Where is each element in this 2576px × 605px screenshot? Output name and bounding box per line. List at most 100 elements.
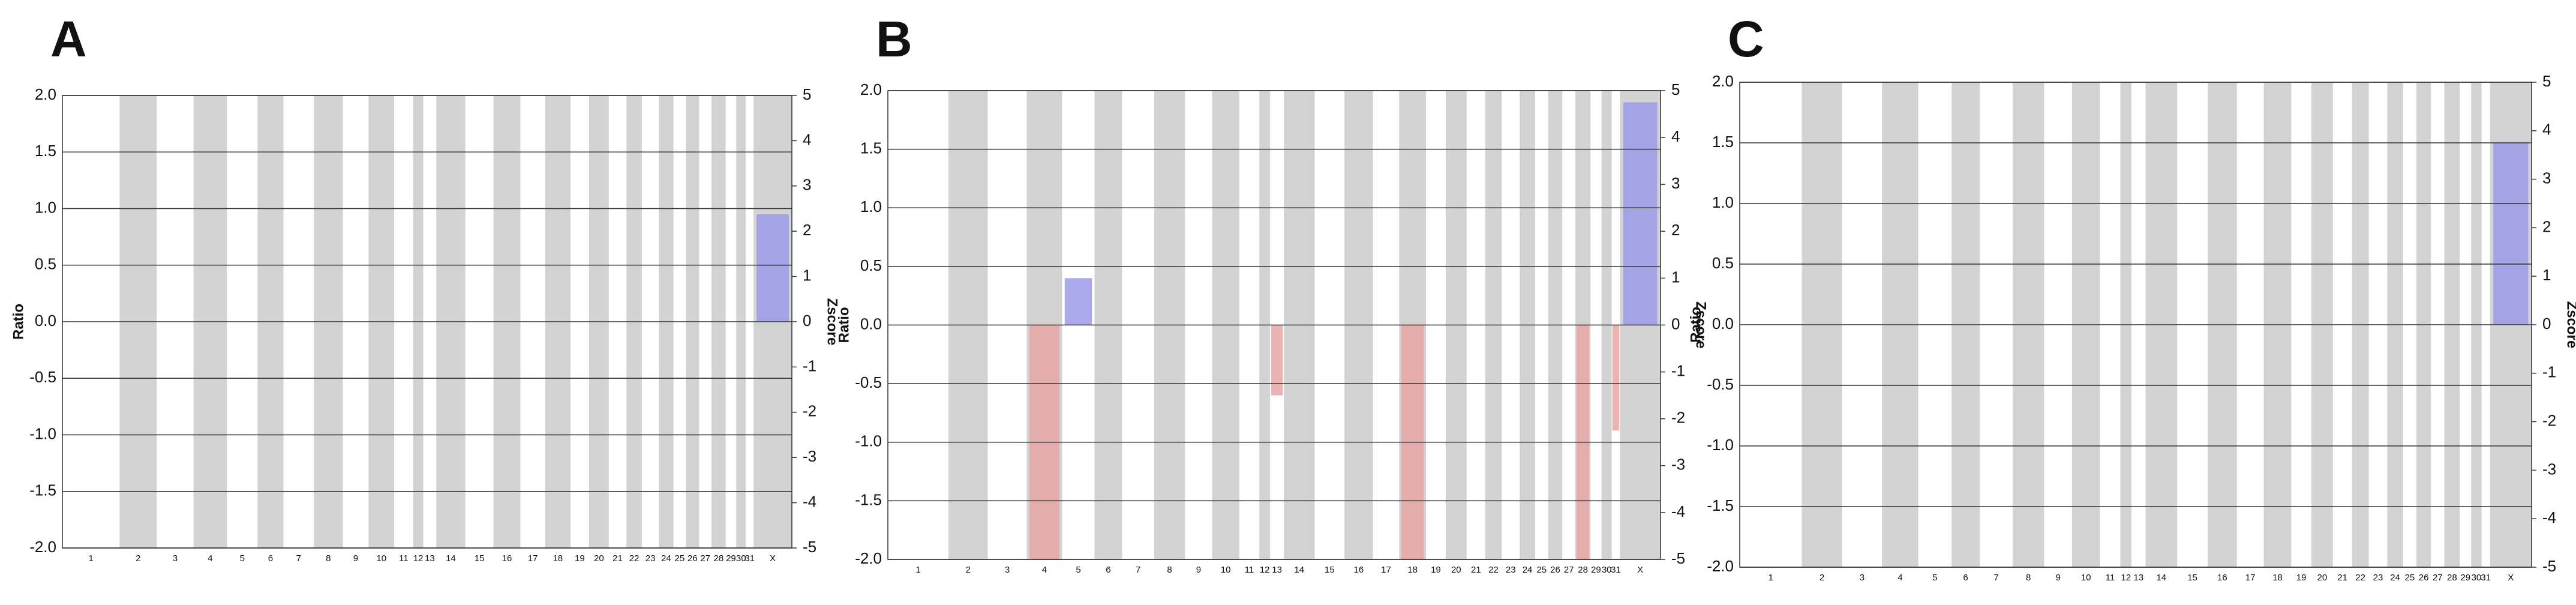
chromosome-label: 12 bbox=[1260, 565, 1270, 575]
chromosome-label: 16 bbox=[2217, 573, 2227, 583]
y-tick-label: 1.5 bbox=[35, 142, 56, 160]
chromosome-label: 7 bbox=[1136, 565, 1140, 575]
chromosome-label: 15 bbox=[2187, 573, 2197, 583]
chromosome-label: 8 bbox=[326, 553, 331, 564]
chromosome-label: 26 bbox=[687, 553, 698, 564]
chromosome-label: 17 bbox=[528, 553, 538, 564]
segment bbox=[1612, 325, 1620, 431]
y2-tick-label: 2 bbox=[2542, 217, 2551, 235]
chromosome-label: 13 bbox=[2133, 573, 2143, 583]
chromosome-label: X bbox=[770, 553, 776, 564]
chromosome-label: 10 bbox=[376, 553, 386, 564]
chromosome-label: 11 bbox=[2106, 573, 2115, 583]
plot-frame bbox=[1739, 82, 2532, 568]
chromosome-label: 10 bbox=[2081, 573, 2091, 583]
chromosome-label: 31 bbox=[2481, 573, 2491, 583]
y2-tick-label: 0 bbox=[803, 312, 811, 330]
chromosome-label: 13 bbox=[1272, 565, 1282, 575]
chromosome-label: 29 bbox=[2460, 573, 2470, 583]
chromosome-label: 6 bbox=[1963, 573, 1968, 583]
y-tick-label: 0.5 bbox=[35, 255, 56, 273]
chromosome-label: 8 bbox=[2026, 573, 2031, 583]
chromosome-label: 16 bbox=[1354, 565, 1364, 575]
chromosome-label: 30 bbox=[1602, 565, 1612, 575]
y2-tick-label: 4 bbox=[2542, 121, 2551, 139]
y2-tick-label: 2 bbox=[803, 221, 811, 239]
y2-tick-label: -5 bbox=[2542, 557, 2556, 575]
y2-tick-label: 0 bbox=[1671, 315, 1680, 333]
y-tick-label: 2.0 bbox=[1712, 72, 1734, 90]
chromosome-label: 29 bbox=[1591, 565, 1601, 575]
chromosome-label: 1 bbox=[89, 553, 94, 564]
chromosome-label: 15 bbox=[1325, 565, 1335, 575]
y2-tick-label: 1 bbox=[1671, 268, 1680, 286]
chromosome-label: 21 bbox=[613, 553, 623, 564]
y2-tick-label: -2 bbox=[2542, 411, 2556, 429]
y2-axis-label: Zscore bbox=[1693, 301, 1709, 349]
segment bbox=[1271, 325, 1283, 396]
y-tick-label: -2.0 bbox=[855, 549, 882, 567]
chromosome-label: 25 bbox=[675, 553, 685, 564]
chromosome-label: 2 bbox=[966, 565, 971, 575]
panel-letter: A bbox=[50, 11, 87, 67]
chromosome-label: 17 bbox=[2245, 573, 2256, 583]
y-tick-label: -0.5 bbox=[855, 373, 882, 391]
chromosome-label: 14 bbox=[1294, 565, 1304, 575]
chromosome-label: 7 bbox=[1993, 573, 1998, 583]
chromosome-label: X bbox=[2508, 573, 2514, 583]
y2-axis-label: Zscore bbox=[2564, 301, 2576, 349]
chromosome-label: 4 bbox=[208, 553, 212, 564]
y2-tick-label: 5 bbox=[803, 85, 811, 103]
chromosome-label: 28 bbox=[2447, 573, 2457, 583]
y2-tick-label: 1 bbox=[2542, 266, 2551, 284]
y-tick-label: 0.0 bbox=[860, 315, 882, 333]
chromosome-label: 11 bbox=[1245, 565, 1254, 575]
chromosome-label: 4 bbox=[1042, 565, 1047, 575]
y-tick-label: -2.0 bbox=[29, 538, 56, 556]
chromosome-label: 9 bbox=[353, 553, 358, 564]
y2-axis-label: Zscore bbox=[824, 298, 840, 346]
chromosome-label: 25 bbox=[1536, 565, 1547, 575]
panel-letter: C bbox=[1728, 11, 1764, 67]
y2-tick-label: -2 bbox=[803, 402, 816, 420]
y2-tick-label: 3 bbox=[803, 176, 811, 194]
y-tick-label: 1.0 bbox=[860, 197, 882, 215]
chromosome-label: 19 bbox=[2296, 573, 2307, 583]
chromosome-label: 23 bbox=[1506, 565, 1516, 575]
chromosome-label: 30 bbox=[736, 553, 746, 564]
chromosome-label: 23 bbox=[645, 553, 656, 564]
chromosome-label: 5 bbox=[1932, 573, 1937, 583]
y2-tick-label: 0 bbox=[2542, 315, 2551, 333]
y-tick-label: 2.0 bbox=[35, 85, 56, 103]
chromosome-label: 3 bbox=[173, 553, 178, 564]
chromosome-label: 12 bbox=[2121, 573, 2131, 583]
chromosome-label: 1 bbox=[915, 565, 920, 575]
chromosome-label: 14 bbox=[446, 553, 456, 564]
chromosome-label: 14 bbox=[2156, 573, 2166, 583]
chromosome-label: X bbox=[1637, 565, 1643, 575]
chromosome-label: 24 bbox=[661, 553, 671, 564]
chromosome-label: 11 bbox=[399, 553, 409, 564]
chromosome-label: 9 bbox=[1196, 565, 1201, 575]
chromosome-label: 13 bbox=[425, 553, 435, 564]
chromosome-label: 10 bbox=[1221, 565, 1231, 575]
chromosome-label: 1 bbox=[1769, 573, 1773, 583]
plot-frame bbox=[62, 95, 792, 549]
y-tick-label: 0.0 bbox=[1712, 315, 1734, 333]
chromosome-label: 26 bbox=[1550, 565, 1560, 575]
y-tick-label: -1.0 bbox=[29, 424, 56, 442]
segment bbox=[1623, 102, 1658, 325]
y2-tick-label: 5 bbox=[2542, 72, 2551, 90]
chromosome-label: 22 bbox=[2355, 573, 2365, 583]
chromosome-label: 2 bbox=[136, 553, 140, 564]
y-tick-label: -1.0 bbox=[1707, 436, 1734, 454]
chromosome-label: 19 bbox=[1431, 565, 1441, 575]
chromosome-label: 21 bbox=[2337, 573, 2347, 583]
chromosome-label: 24 bbox=[2390, 573, 2400, 583]
chromosome-label: 16 bbox=[502, 553, 512, 564]
chromosome-label: 28 bbox=[1578, 565, 1588, 575]
chromosome-label: 4 bbox=[1898, 573, 1902, 583]
y-tick-label: 0.0 bbox=[35, 312, 56, 330]
chromosome-label: 20 bbox=[2317, 573, 2327, 583]
